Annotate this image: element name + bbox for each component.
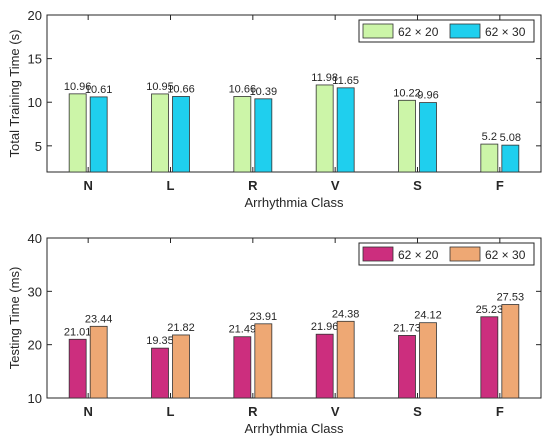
bar-value-label: 10.61 [85, 84, 113, 96]
bar-value-label: 5.2 [482, 131, 497, 143]
legend-box [358, 19, 535, 43]
bar-value-label: 19.35 [146, 335, 174, 347]
x-tick-label: R [248, 178, 258, 193]
bar-value-label: 10.66 [167, 83, 195, 95]
y-axis-title: Testing Time (ms) [7, 267, 22, 370]
bar-value-label: 10.22 [393, 87, 421, 99]
bar [172, 96, 190, 173]
x-tick-label: F [496, 404, 504, 419]
bar [315, 333, 334, 399]
x-tick-label: S [413, 404, 422, 419]
y-tick-label: 15 [28, 52, 42, 67]
bar [89, 96, 108, 173]
legend-swatch [362, 246, 394, 262]
bar [480, 316, 499, 399]
bar-value-label: 10.95 [146, 81, 174, 93]
x-axis-title: Arrhythmia Class [245, 421, 344, 436]
bar-value-label: 9.96 [417, 90, 438, 102]
bar [398, 335, 416, 399]
legend-label: 62 × 30 [485, 248, 526, 262]
legend-swatch [449, 23, 481, 39]
bar [480, 143, 499, 173]
bar [172, 334, 190, 399]
bar-value-label: 21.73 [393, 322, 421, 334]
y-tick-label: 40 [28, 231, 42, 246]
x-tick-label: L [167, 178, 175, 193]
x-tick-label: V [331, 178, 340, 193]
bar-value-label: 10.39 [250, 86, 278, 98]
bar-value-label: 24.12 [414, 310, 442, 322]
bar [254, 323, 273, 399]
y-tick-label: 10 [28, 95, 42, 110]
y-tick-label: 20 [28, 8, 42, 23]
legend-label: 62 × 20 [398, 248, 439, 262]
bar [233, 96, 252, 173]
y-tick-label: 20 [28, 338, 42, 353]
bar [501, 304, 520, 399]
bar [151, 93, 169, 173]
bar-value-label: 10.66 [229, 83, 257, 95]
bar-value-label: 27.53 [497, 292, 525, 304]
bar-value-label: 11.98 [311, 72, 338, 84]
legend-swatch [449, 246, 481, 262]
bar [89, 325, 108, 399]
bar-value-label: 21.96 [311, 321, 339, 333]
y-axis-title: Total Training Time (s) [7, 30, 22, 158]
bar-value-label: 21.82 [167, 322, 195, 334]
bar [336, 320, 355, 399]
bar [233, 336, 252, 399]
bar [419, 102, 437, 173]
x-tick-label: S [413, 178, 422, 193]
x-axis-title: Arrhythmia Class [245, 195, 344, 210]
y-tick-label: 30 [28, 284, 42, 299]
legend-swatch [362, 23, 394, 39]
y-tick-label: 5 [35, 139, 42, 154]
x-tick-label: F [496, 178, 504, 193]
bar [419, 322, 437, 399]
bar-value-label: 5.08 [500, 132, 521, 144]
bar-value-label: 24.38 [332, 308, 360, 320]
legend-label: 62 × 30 [485, 25, 526, 39]
bar [398, 99, 416, 173]
bar [68, 93, 87, 173]
plot-frame [46, 237, 542, 399]
x-tick-label: N [83, 178, 92, 193]
x-tick-label: V [331, 404, 340, 419]
bar [68, 338, 87, 399]
bar-value-label: 25.23 [476, 304, 504, 316]
legend-box [358, 242, 535, 266]
x-tick-label: R [248, 404, 258, 419]
bar-value-label: 10.96 [64, 81, 92, 93]
x-tick-label: L [167, 404, 175, 419]
bar [254, 98, 273, 173]
y-tick-label: 10 [28, 391, 42, 406]
bar [151, 347, 169, 399]
bar-value-label: 23.91 [250, 311, 278, 323]
bar-value-label: 11.65 [332, 75, 359, 87]
plot-frame [46, 14, 542, 173]
legend-label: 62 × 20 [398, 25, 439, 39]
bar-value-label: 21.01 [64, 326, 92, 338]
bar-value-label: 21.49 [229, 324, 257, 336]
bar [501, 144, 520, 173]
bar [336, 87, 355, 173]
x-tick-label: N [83, 404, 92, 419]
bar-value-label: 23.44 [85, 313, 113, 325]
bar [315, 84, 334, 173]
